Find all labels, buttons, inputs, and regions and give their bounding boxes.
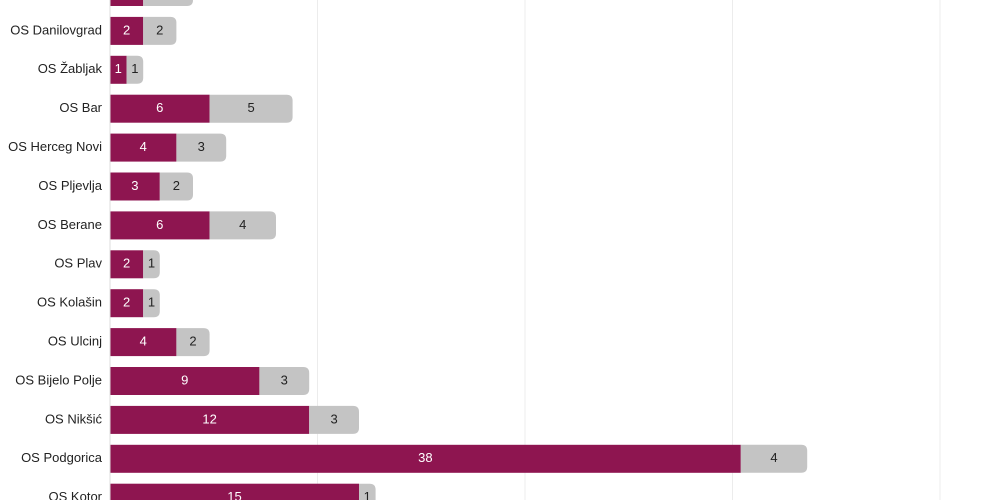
data-label: 3: [330, 411, 337, 426]
data-label: 4: [770, 450, 777, 465]
bar-segment: [359, 483, 376, 500]
bar-segment: [143, 16, 177, 45]
y-tick-label: OS Nikšić: [45, 411, 103, 426]
y-tick-label: OS Herceg Novi: [8, 139, 102, 154]
y-tick-label: OS Kolašin: [37, 295, 102, 310]
bar-segment: [110, 367, 260, 395]
bar-segment: [159, 172, 193, 201]
data-label: 5: [247, 100, 254, 115]
y-tick-label: OS Bar: [59, 100, 102, 115]
data-label: 2: [156, 22, 163, 37]
bar-segment: [110, 211, 210, 240]
bar-segment: [126, 55, 144, 84]
bar-segment: [143, 289, 160, 318]
data-label: 2: [189, 334, 196, 349]
bar-segment: [740, 444, 808, 473]
data-label: 2: [123, 22, 130, 37]
bar-segment: [110, 55, 127, 84]
bar-segment: [259, 367, 310, 395]
bar-segment: [110, 289, 144, 318]
y-tick-label: OS Podgorica: [21, 450, 103, 465]
data-label: 4: [140, 334, 147, 349]
bar-segment: [143, 250, 160, 279]
data-label: 1: [364, 489, 371, 500]
data-label: 1: [131, 61, 138, 76]
data-label: 6: [156, 217, 163, 232]
bar-segment: [176, 133, 227, 162]
bar-segment: [110, 0, 144, 6]
y-tick-label: OS Žabljak: [38, 61, 103, 76]
data-label: 3: [281, 372, 288, 387]
data-label: 1: [115, 61, 122, 76]
bar-segment: [110, 250, 144, 279]
bar-segment: [309, 405, 359, 434]
data-label: 2: [123, 256, 130, 271]
bar-segment: [110, 94, 210, 123]
data-label: 2: [123, 295, 130, 310]
data-label: 3: [198, 139, 205, 154]
data-label: 15: [227, 489, 241, 500]
bar-segment: [110, 133, 177, 162]
data-label: 2: [173, 178, 180, 193]
data-label: 1: [148, 256, 155, 271]
bar-segment: [110, 16, 144, 45]
y-tick-label: OS Kotor: [49, 489, 103, 500]
data-label: 3: [131, 178, 138, 193]
y-tick-label: OS Danilovgrad: [10, 22, 102, 37]
bar-segment: [176, 328, 210, 357]
data-label: 9: [181, 372, 188, 387]
y-tick-label: OS Bijelo Polje: [15, 372, 102, 387]
bar-segment: [110, 405, 310, 434]
bar-segment: [143, 0, 193, 6]
bar-segment: [110, 328, 177, 357]
bar-segment: [110, 172, 160, 201]
y-tick-label: OS Plav: [54, 256, 102, 271]
data-label: 6: [156, 100, 163, 115]
data-label: 12: [202, 411, 216, 426]
bar-segment: [110, 483, 359, 500]
data-label: 4: [140, 139, 147, 154]
bar-segment: [209, 94, 293, 123]
data-label: 4: [239, 217, 246, 232]
bar-segment: [110, 444, 741, 473]
y-tick-label: OS Ulcinj: [48, 334, 102, 349]
data-label: 1: [148, 295, 155, 310]
y-tick-label: OS Berane: [38, 217, 102, 232]
data-label: 38: [418, 450, 432, 465]
bar-segment: [209, 211, 276, 240]
y-tick-label: OS Pljevlja: [38, 178, 102, 193]
